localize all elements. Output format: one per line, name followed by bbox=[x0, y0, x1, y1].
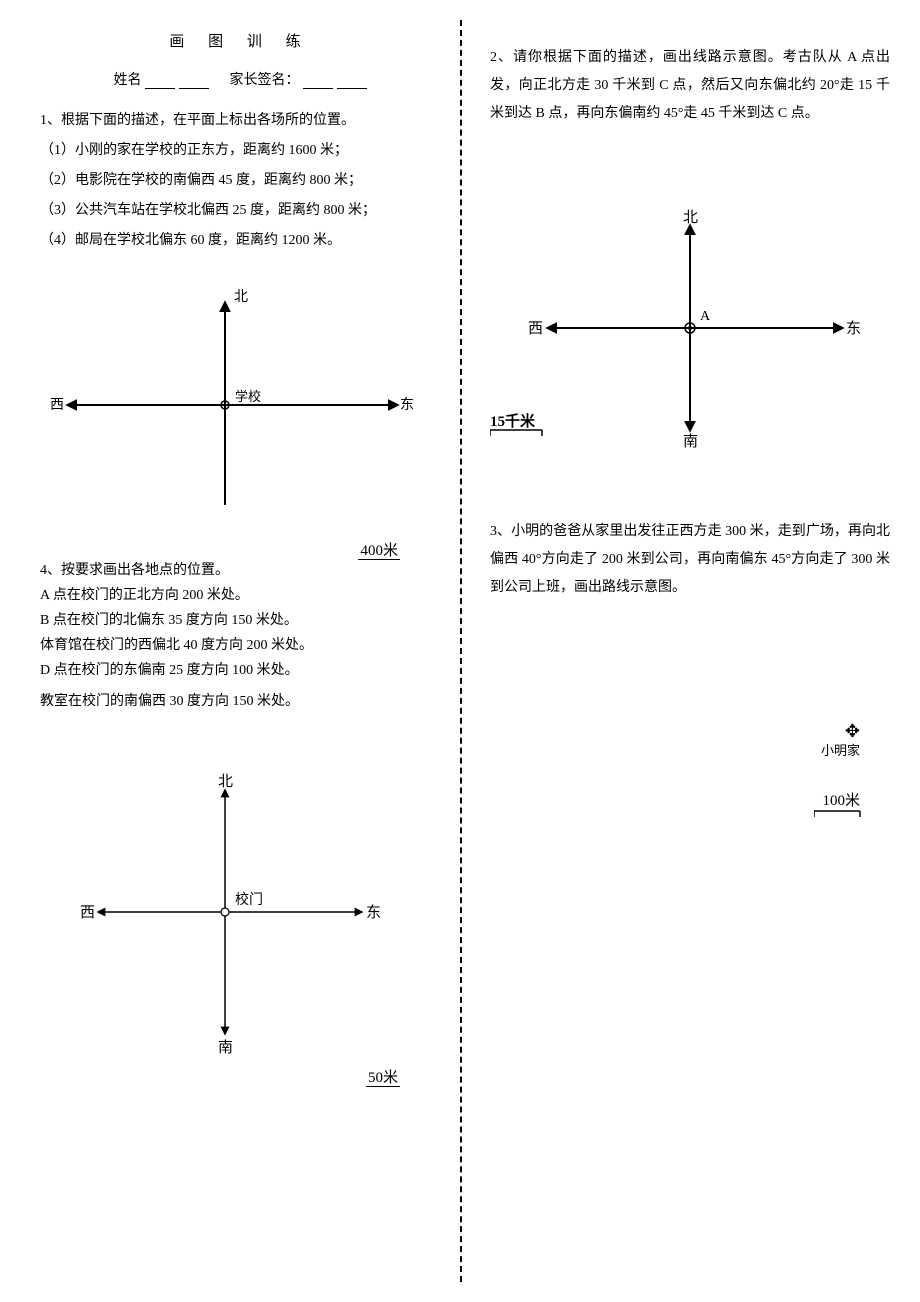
q2-south-label: 南 bbox=[683, 433, 698, 448]
q2-text: 2、请你根据下面的描述，画出线路示意图。考古队从 A 点出发，向正北方走 30 … bbox=[490, 44, 890, 128]
q2-north-label: 北 bbox=[683, 209, 698, 226]
q4-item-3: 体育馆在校门的西偏北 40 度方向 200 米处。 bbox=[40, 635, 440, 656]
q2-east-label: 东 bbox=[846, 320, 861, 337]
q2-compass-svg: 北 南 西 东 A 15千米 bbox=[490, 208, 890, 448]
name-label: 姓名 bbox=[114, 73, 142, 88]
q3-text: 3、小明的爸爸从家里出发往正西方走 300 米，走到广场，再向北偏西 40°方向… bbox=[490, 518, 890, 602]
q1-stem: 1、根据下面的描述，在平面上标出各场所的位置。 bbox=[40, 107, 440, 135]
q1-north-label: 北 bbox=[234, 289, 248, 305]
q1-west-label: 西 bbox=[50, 398, 64, 413]
q1-item-2: （2）电影院在学校的南偏西 45 度，距离约 800 米； bbox=[40, 167, 440, 195]
q3-start-point: ✥ 小明家 bbox=[490, 722, 890, 759]
parent-blank-2[interactable] bbox=[337, 75, 367, 89]
q2-scale-label: 15千米 bbox=[490, 412, 536, 430]
q3-scale-bracket bbox=[814, 809, 864, 819]
q1-item-1: （1）小刚的家在学校的正东方，距离约 1600 米； bbox=[40, 137, 440, 165]
q4-west-label: 西 bbox=[80, 905, 95, 921]
q1-scale-row: 400米 bbox=[40, 539, 440, 560]
q1-item-4: （4）邮局在学校北偏东 60 度，距离约 1200 米。 bbox=[40, 227, 440, 255]
q4-scale-row: 50米 bbox=[40, 1066, 440, 1087]
q1-compass-svg: 北 西 东 学校 bbox=[40, 275, 420, 535]
crosshair-icon: ✥ bbox=[490, 722, 860, 740]
q4-item-5: 教室在校门的南偏西 30 度方向 150 米处。 bbox=[40, 691, 440, 712]
name-blank-2[interactable] bbox=[179, 75, 209, 89]
q2-compass: 北 南 西 东 A 15千米 bbox=[490, 208, 890, 448]
parent-blank-1[interactable] bbox=[303, 75, 333, 89]
q1-east-label: 东 bbox=[400, 397, 414, 413]
q4-east-label: 东 bbox=[366, 904, 381, 921]
worksheet-page: 画 图 训 练 姓名 家长签名： 1、根据下面的描述，在平面上标出各场所的位置。… bbox=[0, 0, 920, 1302]
q4-scale-label: 50米 bbox=[366, 1070, 400, 1087]
right-column: 2、请你根据下面的描述，画出线路示意图。考古队从 A 点出发，向正北方走 30 … bbox=[460, 0, 920, 1302]
q3-scale-label: 100米 bbox=[822, 793, 860, 809]
signature-row: 姓名 家长签名： bbox=[40, 69, 440, 89]
q4-item-2: B 点在校门的北偏东 35 度方向 150 米处。 bbox=[40, 610, 440, 631]
q2-west-label: 西 bbox=[528, 321, 543, 337]
name-blank-1[interactable] bbox=[145, 75, 175, 89]
q1-compass: 北 西 东 学校 400米 bbox=[40, 275, 440, 560]
q4-item-4: D 点在校门的东偏南 25 度方向 100 米处。 bbox=[40, 660, 440, 681]
column-divider bbox=[460, 20, 462, 1282]
q4-south-label: 南 bbox=[218, 1039, 233, 1056]
q3-scale-row: 100米 bbox=[490, 789, 890, 810]
q4-compass-svg: 北 南 西 东 校门 bbox=[40, 762, 400, 1062]
q4-compass: 北 南 西 东 校门 50米 bbox=[40, 762, 440, 1087]
q4-stem: 4、按要求画出各地点的位置。 bbox=[40, 560, 440, 581]
q4-north-label: 北 bbox=[218, 773, 233, 790]
page-title: 画 图 训 练 bbox=[40, 30, 440, 51]
q4-center-label: 校门 bbox=[235, 891, 263, 908]
q3-point-label: 小明家 bbox=[490, 740, 860, 759]
q1-center-label: 学校 bbox=[235, 389, 261, 404]
parent-label: 家长签名： bbox=[230, 73, 300, 88]
q1-scale-label: 400米 bbox=[358, 543, 400, 560]
q2-center-label: A bbox=[700, 309, 711, 324]
q4-item-1: A 点在校门的正北方向 200 米处。 bbox=[40, 585, 440, 606]
left-column: 画 图 训 练 姓名 家长签名： 1、根据下面的描述，在平面上标出各场所的位置。… bbox=[0, 0, 460, 1302]
q1-item-3: （3）公共汽车站在学校北偏西 25 度，距离约 800 米； bbox=[40, 197, 440, 225]
